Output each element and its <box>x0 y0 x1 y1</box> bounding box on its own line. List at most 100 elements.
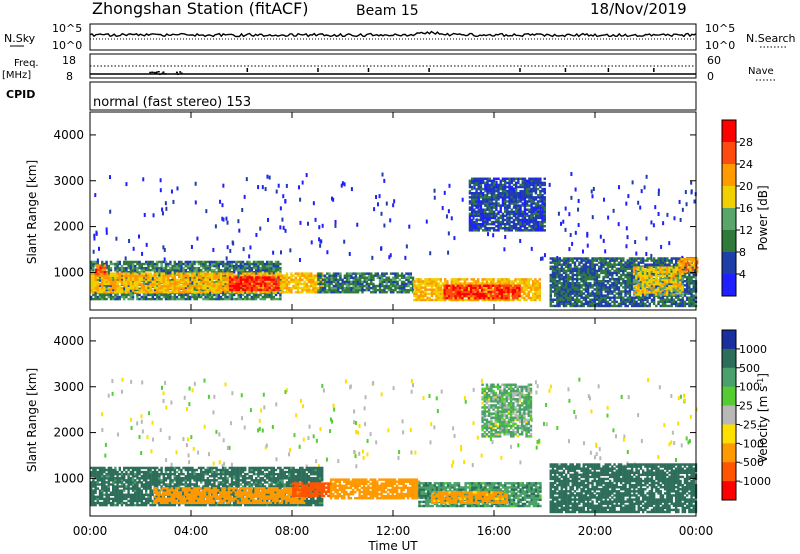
heatmap-cell <box>488 282 491 285</box>
heatmap-cell <box>217 260 220 264</box>
heatmap-cell <box>517 206 520 209</box>
heatmap-cell <box>457 280 460 283</box>
heatmap-cell <box>323 276 327 280</box>
heatmap-cell <box>270 280 274 283</box>
heatmap-cell <box>447 292 451 296</box>
heatmap-cell <box>158 284 161 288</box>
scatter-cell <box>221 216 224 221</box>
heatmap-cell <box>578 288 581 291</box>
heatmap-cell <box>149 264 152 268</box>
heatmap-cell <box>518 280 522 283</box>
heatmap-cell <box>160 284 163 288</box>
heatmap-cell <box>321 278 325 282</box>
heatmap-cell <box>319 290 322 294</box>
heatmap-cell <box>334 282 338 286</box>
heatmap-cell <box>215 293 218 297</box>
scatter-cell <box>142 177 145 182</box>
heatmap-cell <box>374 286 377 290</box>
heatmap-cell <box>270 284 274 288</box>
heatmap-cell <box>241 280 245 284</box>
heatmap-cell <box>153 268 157 272</box>
heatmap-cell <box>250 286 254 290</box>
heatmap-cell <box>484 222 487 226</box>
heatmap-cell <box>523 196 527 199</box>
heatmap-cell <box>468 282 471 285</box>
heatmap-cell <box>433 288 436 291</box>
heatmap-cell <box>164 274 168 277</box>
heatmap-cell <box>539 220 542 224</box>
heatmap-cell <box>178 297 181 301</box>
heatmap-cell <box>435 296 438 300</box>
heatmap-cell <box>381 280 384 284</box>
heatmap-cell <box>277 278 280 281</box>
heatmap-cell <box>290 286 293 290</box>
heatmap-cell <box>213 260 216 264</box>
heatmap-cell <box>529 286 533 289</box>
heatmap-cell <box>94 286 97 290</box>
heatmap-cell <box>268 276 271 279</box>
heatmap-cell <box>509 284 512 288</box>
heatmap-cell <box>98 277 102 280</box>
heatmap-cell <box>529 288 533 291</box>
heatmap-cell <box>290 288 293 292</box>
heatmap-cell <box>419 288 423 291</box>
heatmap-cell <box>246 286 249 290</box>
heatmap-cell <box>296 288 300 292</box>
heatmap-cell <box>250 272 253 275</box>
scatter-cell <box>631 180 634 185</box>
heatmap-cell <box>530 208 533 211</box>
heatmap-cell <box>419 298 423 302</box>
heatmap-cell <box>345 280 349 284</box>
heatmap-cell <box>131 281 135 284</box>
heatmap-cell <box>160 264 163 268</box>
heatmap-cell <box>173 260 176 264</box>
heatmap-cell <box>595 298 599 302</box>
heatmap-cell <box>178 282 181 286</box>
heatmap-cell <box>567 290 570 293</box>
heatmap-cell <box>101 297 104 301</box>
heatmap-cell <box>456 284 460 288</box>
station-title: Zhongshan Station (fitACF) <box>92 0 309 18</box>
heatmap-cell <box>495 202 498 205</box>
heatmap-cell <box>562 288 566 291</box>
heatmap-cell <box>285 276 289 280</box>
scatter-cell <box>654 205 657 210</box>
heatmap-cell <box>283 282 286 286</box>
heatmap-cell <box>208 288 212 292</box>
heatmap-cell <box>430 286 434 289</box>
heatmap-cell <box>149 268 152 272</box>
heatmap-cell <box>156 286 159 290</box>
heatmap-cell <box>525 208 529 211</box>
heatmap-cell <box>473 204 476 207</box>
heatmap-cell <box>556 304 559 308</box>
heatmap-cell <box>466 282 469 285</box>
heatmap-cell <box>490 187 494 191</box>
heatmap-cell <box>200 293 203 297</box>
heatmap-cell <box>528 194 531 197</box>
heatmap-cell <box>562 290 566 293</box>
heatmap-cell <box>556 263 559 266</box>
heatmap-cell <box>208 291 212 295</box>
scatter-cell <box>266 174 269 179</box>
scatter-cell <box>389 218 392 223</box>
heatmap-cell <box>534 185 538 189</box>
heatmap-cell <box>506 208 509 211</box>
heatmap-cell <box>517 229 520 232</box>
heatmap-cell <box>468 214 472 218</box>
heatmap-cell <box>123 284 126 288</box>
heatmap-cell <box>257 268 260 272</box>
heatmap-cell <box>343 280 347 284</box>
heatmap-cell <box>512 224 516 228</box>
heatmap-cell <box>250 274 253 277</box>
heatmap-cell <box>123 268 126 272</box>
heatmap-cell <box>492 220 496 224</box>
heatmap-cell <box>407 278 410 282</box>
heatmap-cell <box>455 284 458 287</box>
heatmap-cell <box>536 222 540 226</box>
heatmap-cell <box>424 294 427 298</box>
scatter-cell <box>94 193 97 198</box>
heatmap-cell <box>164 268 168 272</box>
heatmap-cell <box>558 259 561 262</box>
heatmap-cell <box>237 271 240 274</box>
heatmap-cell <box>507 290 510 294</box>
